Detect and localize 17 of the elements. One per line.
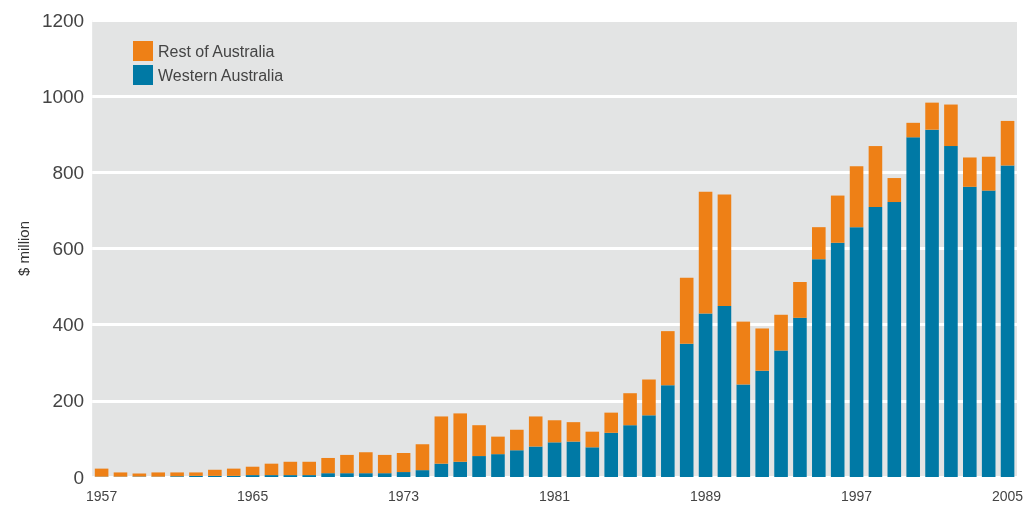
y-axis-title: $ million [15, 220, 32, 277]
legend-label: Rest of Australia [158, 42, 275, 60]
y-tick-label: 800 [52, 161, 85, 183]
y-tick-label: 200 [52, 390, 85, 412]
x-tick-label: 1981 [539, 488, 571, 504]
x-tick-label: 1997 [840, 488, 873, 504]
y-tick-label: 0 [73, 466, 85, 488]
x-tick-label: 1965 [237, 488, 269, 504]
x-tick-label: 1957 [86, 488, 118, 504]
x-tick-label: 1989 [689, 488, 722, 504]
y-tick-label: 1000 [41, 85, 85, 107]
legend-label: Western Australia [158, 66, 284, 84]
y-tick-label: 600 [52, 238, 85, 259]
x-tick-label: 1973 [388, 488, 420, 504]
y-tick-label: 1200 [41, 9, 85, 31]
x-tick-label: 2005 [991, 488, 1024, 504]
y-tick-label: 400 [52, 314, 85, 336]
